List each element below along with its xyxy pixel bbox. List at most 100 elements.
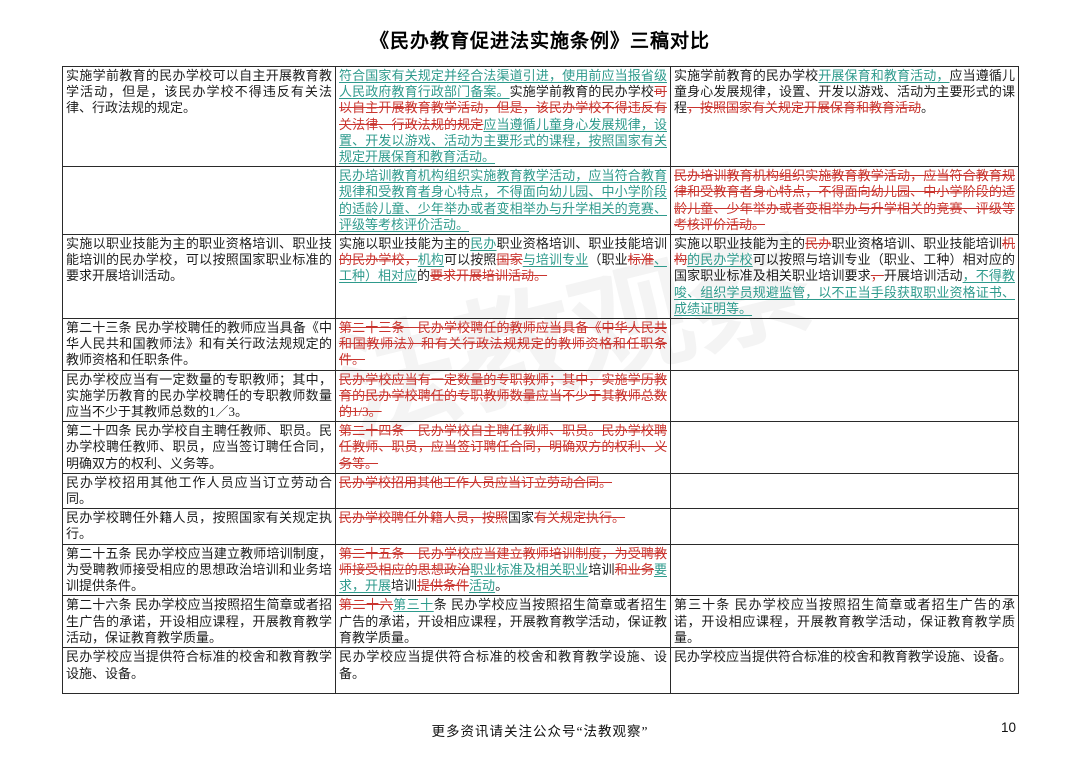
comparison-table: 实施学前教育的民办学校可以自主开展教育教学活动，但是，该民办学校不得违反有关法律… (62, 65, 1019, 695)
cell-r11-draft-three: 民办学校应当提供符合标准的校舍和教育教学设施、设备。 (670, 647, 1019, 695)
table-row-4: 第二十三条 民办学校聘任的教师应当具备《中华人民共和国教师法》和有关行政法规规定… (62, 318, 1019, 371)
text-segment: 第三十条 民办学校应当按照招生简章或者招生广告的承诺，开设相应课程，开展教育教学… (674, 597, 1015, 645)
text-segment: 第二十四条 民办学校自主聘任教师、职员。民办学校聘任教师、职员，应当签订聘任合同… (66, 423, 332, 471)
text-segment: 第二十三条 民办学校聘任的教师应当具备《中华人民共和国教师法》和有关行政法规规定… (66, 320, 332, 368)
cell-r10-draft-three: 第三十条 民办学校应当按照招生简章或者招生广告的承诺，开设相应课程，开展教育教学… (670, 595, 1019, 649)
deleted-text-segment: ，按照国家有关规定开展保育和教育活动 (687, 100, 922, 116)
text-segment: 第二十六条 民办学校应当按照招生简章或者招生广告的承诺，开设相应课程，开展教育教… (66, 597, 332, 645)
cell-r3-draft-two: 实施以职业技能为主的民办职业资格培训、职业技能培训的民办学校，机构可以按照国家与… (335, 234, 671, 320)
deleted-text-segment: 标准 (627, 252, 654, 268)
cell-r4-draft-two: 第二十三条 民办学校聘任的教师应当具备《中华人民共和国教师法》和有关行政法规规定… (335, 318, 671, 371)
cell-r8-draft-one: 民办学校聘任外籍人员，按照国家有关规定执行。 (62, 508, 336, 545)
text-segment: 应当遵循儿童身心发展规律，设置、开发以游戏、活动为主要形式的课程 (674, 68, 1015, 116)
table-row-11: 民办学校应当提供符合标准的校舍和教育教学设施、设备。 民办学校应当提供符合标准的校… (62, 647, 1019, 695)
cell-r7-draft-one: 民办学校招用其他工作人员应当订立劳动合同。 (62, 472, 336, 510)
added-text-segment: 符合国家有关规定并经合法渠道引进，使用前应当报省级人民政府教育行政部门备案。 (339, 68, 667, 100)
text-segment: 民办学校招用其他工作人员应当订立劳动合同。 (66, 474, 332, 507)
added-text-segment: 民办 (470, 236, 497, 252)
added-text-segment: 第三十 (393, 597, 434, 613)
text-segment: 职业资格培训、职业技能培训 (496, 236, 667, 252)
cell-r8-draft-two: 民办学校聘任外籍人员，按照国家有关规定执行。 (335, 508, 671, 545)
cell-r6-draft-three (670, 421, 1019, 474)
cell-r1-draft-two: 符合国家有关规定并经合法渠道引进，使用前应当报省级人民政府教育行政部门备案。实施… (335, 65, 671, 168)
page-title: 《民办教育促进法实施条例》三稿对比 (369, 31, 710, 52)
added-text-segment: 机构 (417, 252, 444, 268)
cell-r4-draft-one: 第二十三条 民办学校聘任的教师应当具备《中华人民共和国教师法》和有关行政法规规定… (62, 318, 336, 371)
table-row-8: 民办学校聘任外籍人员，按照国家有关规定执行。 民办学校聘任外籍人员，按照国家有关规… (62, 508, 1019, 545)
text-segment: 。 (495, 578, 509, 594)
deleted-text-segment: 和业务 (614, 561, 654, 577)
deleted-text-segment: 第二十五条 民办学校应当建立教师培训制度，为受聘教师接受相应的思想政治 (339, 545, 667, 577)
cell-r10-draft-two: 第二十六第三十条 民办学校应当按照招生简章或者招生广告的承诺，开设相应课程，开展… (335, 595, 671, 649)
table-row-2: 民办培训教育机构组织实施教育教学活动，应当符合教育规律和受教育者身心特点，不得面… (62, 166, 1019, 236)
cell-r2-draft-one (62, 166, 336, 236)
cell-r5-draft-two: 民办学校应当有一定数量的专职教师；其中，实施学历教育的民办学校聘任的专职教师数量… (335, 369, 671, 423)
deleted-text-segment: 要求开展培训活动。 (430, 268, 548, 284)
deleted-text-segment: 有关规定执行。 (534, 510, 626, 526)
cell-r11-draft-two: 民办学校应当提供符合标准的校舍和教育教学设施、设备。 (335, 647, 671, 695)
cell-r1-draft-three: 实施学前教育的民办学校开展保育和教育活动，应当遵循儿童身心发展规律，设置、开发以… (670, 65, 1019, 168)
text-segment: 开展培训活动 (883, 268, 963, 284)
added-text-segment: 的民办学校 (687, 252, 753, 268)
page-footer: 更多资讯请关注公众号“法教观察” 10 (62, 720, 1018, 740)
text-segment: 民办学校聘任外籍人员，按照国家有关规定执行。 (66, 510, 332, 542)
cell-r9-draft-two: 第二十五条 民办学校应当建立教师培训制度，为受聘教师接受相应的思想政治职业标准及… (335, 543, 671, 597)
deleted-text-segment: 可以自主开展教育教学活动，但是，该民办学校不得违反有关法律、行政法规的规定 (339, 84, 667, 132)
deleted-text-segment: 民办学校聘任外籍人员，按照 (339, 510, 509, 526)
text-segment: 。 (921, 100, 935, 116)
text-segment: 民办学校应当提供符合标准的校舍和教育教学设施、设备。 (674, 649, 1013, 665)
cell-r11-draft-one: 民办学校应当提供符合标准的校舍和教育教学设施、设备。 (62, 647, 336, 695)
text-segment: 第二十五条 民办学校应当建立教师培训制度，为受聘教师接受相应的思想政治培训和业务… (66, 545, 332, 594)
cell-r7-draft-two: 民办学校招用其他工作人员应当订立劳动合同。 (335, 472, 671, 510)
text-segment: 实施学前教育的民办学校 (674, 68, 819, 83)
cell-r2-draft-two: 民办培训教育机构组织实施教育教学活动，应当符合教育规律和受教育者身心特点，不得面… (335, 166, 671, 236)
text-segment: 民办学校应当提供符合标准的校舍和教育教学设施、设备。 (339, 649, 667, 681)
deleted-text-segment: 第二十四条 民办学校自主聘任教师、职员。民办学校聘任教师、职员，应当签订聘任合同… (339, 423, 667, 471)
deleted-text-segment: 机构 (674, 236, 1015, 268)
deleted-text-segment: ， (870, 268, 884, 284)
deleted-text-segment: 民办学校应当有一定数量的专职教师；其中，实施学历教育的民办学校聘任的专职教师数量… (339, 371, 667, 420)
cell-r5-draft-three (670, 369, 1019, 423)
text-segment: 实施以职业技能为主的 (674, 236, 806, 252)
added-text-segment: 活动 (469, 578, 496, 594)
cell-r5-draft-one: 民办学校应当有一定数量的专职教师；其中，实施学历教育的民办学校聘任的专职教师数量… (62, 369, 336, 423)
text-segment: 的 (417, 268, 431, 284)
table-row-9: 第二十五条 民办学校应当建立教师培训制度，为受聘教师接受相应的思想政治培训和业务… (62, 543, 1019, 597)
deleted-text-segment: 的民办学校， (339, 252, 418, 268)
table-row-6: 第二十四条 民办学校自主聘任教师、职员。民办学校聘任教师、职员，应当签订聘任合同… (62, 421, 1019, 474)
table-row-10: 第二十六条 民办学校应当按照招生简章或者招生广告的承诺，开设相应课程，开展教育教… (62, 595, 1019, 649)
added-text-segment: 应当遵循儿童身心发展规律，设置、开发以游戏、活动为主要形式的课程，按照国家有关规… (339, 116, 667, 165)
cell-r7-draft-three (670, 472, 1019, 510)
text-segment: 实施以职业技能为主的 (339, 236, 471, 252)
cell-r1-draft-one: 实施学前教育的民办学校可以自主开展教育教学活动，但是，该民办学校不得违反有关法律… (62, 65, 336, 168)
deleted-text-segment: 第二十六 (339, 597, 394, 613)
text-segment: 实施以职业技能为主的职业资格培训、职业技能培训的民办学校，可以按照国家职业标准的… (66, 236, 332, 284)
cell-r2-draft-three: 民办培训教育机构组织实施教育教学活动，应当符合教育规律和受教育者身心特点，不得面… (670, 166, 1019, 236)
text-segment: 条 民办学校应当按照招生简章或者招生广告的承诺，开设相应课程，开展教育教学活动，… (339, 597, 667, 645)
text-segment: 培训 (391, 578, 418, 594)
added-text-segment: 、工种）相对应 (339, 252, 667, 284)
cell-r4-draft-three (670, 318, 1019, 371)
added-text-segment: 职业标准及相关职业 (470, 561, 589, 577)
text-segment: 实施学前教育的民办学校 (509, 84, 654, 100)
text-segment: 培训 (588, 561, 615, 577)
table-row-5: 民办学校应当有一定数量的专职教师；其中，实施学历教育的民办学校聘任的专职教师数量… (62, 369, 1019, 423)
text-segment: 民办学校应当有一定数量的专职教师；其中，实施学历教育的民办学校聘任的专职教师数量… (66, 371, 332, 420)
text-segment: 可以按照与培训专业（职业、工种）相对应的国家职业标准及相关职业培训要求 (674, 252, 1015, 284)
cell-r9-draft-three (670, 543, 1019, 597)
table-row-7: 民办学校招用其他工作人员应当订立劳动合同。 民办学校招用其他工作人员应当订立劳动合… (62, 472, 1019, 510)
cell-r6-draft-one: 第二十四条 民办学校自主聘任教师、职员。民办学校聘任教师、职员，应当签订聘任合同… (62, 421, 336, 474)
text-segment: （职业 (588, 252, 628, 268)
cell-r10-draft-one: 第二十六条 民办学校应当按照招生简章或者招生广告的承诺，开设相应课程，开展教育教… (62, 595, 336, 649)
cell-r6-draft-two: 第二十四条 民办学校自主聘任教师、职员。民办学校聘任教师、职员，应当签订聘任合同… (335, 421, 671, 474)
comparison-table-body: 实施学前教育的民办学校可以自主开展教育教学活动，但是，该民办学校不得违反有关法律… (62, 65, 1019, 695)
text-segment: 实施学前教育的民办学校可以自主开展教育教学活动，但是，该民办学校不得违反有关法律… (66, 68, 332, 116)
text-segment: 民办学校应当提供符合标准的校舍和教育教学设施、设备。 (66, 649, 332, 681)
deleted-text-segment: 国家 (496, 252, 523, 268)
cell-r8-draft-three (670, 508, 1019, 545)
deleted-text-segment: 提供条件 (417, 578, 470, 594)
deleted-text-segment: 第二十三条 民办学校聘任的教师应当具备《中华人民共和国教师法》和有关行政法规规定… (339, 320, 667, 368)
deleted-text-segment: 民办学校招用其他工作人员应当订立劳动合同。 (339, 474, 613, 490)
text-segment: 可以按照 (443, 252, 497, 268)
